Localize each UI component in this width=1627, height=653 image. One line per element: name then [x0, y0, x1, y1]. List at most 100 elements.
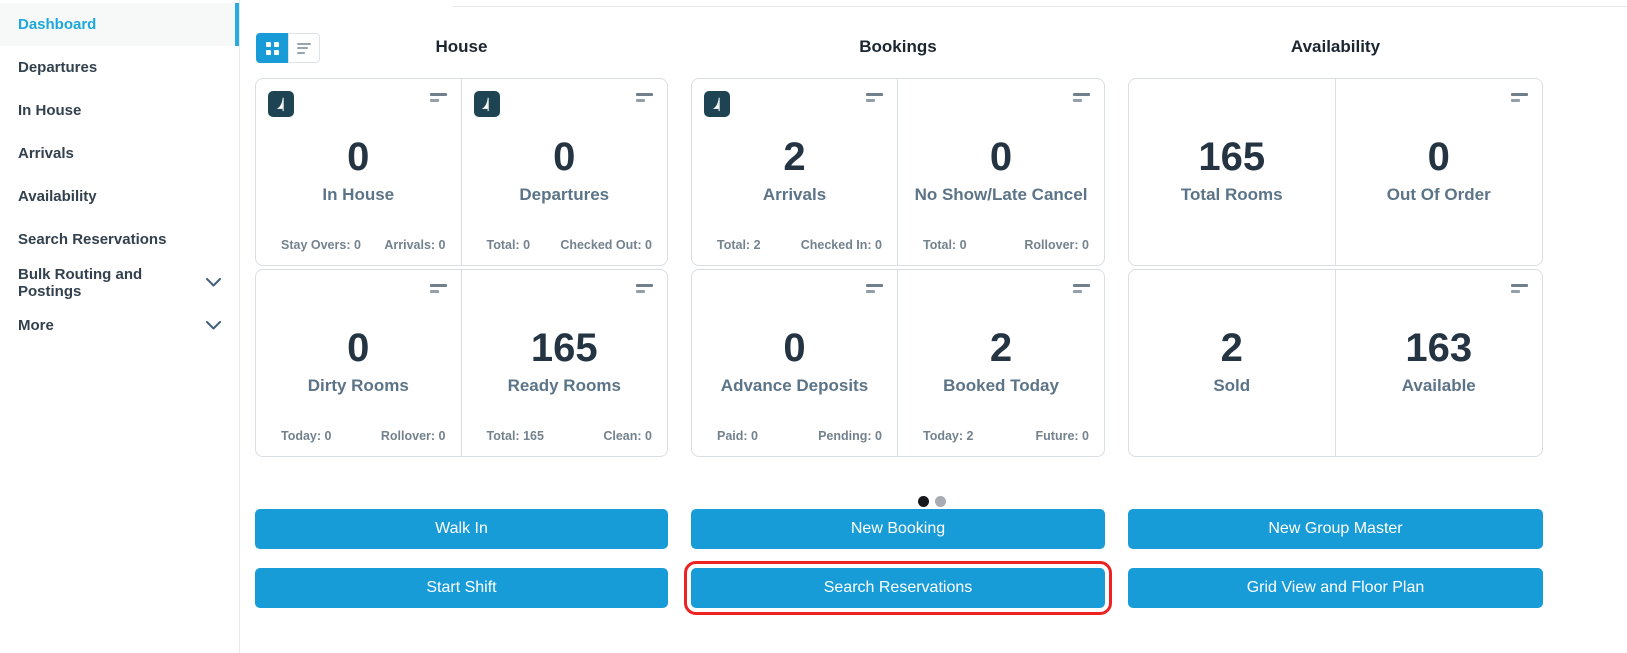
footer-stat-right: Rollover: 0	[380, 429, 446, 443]
sidebar-item-label: Search Reservations	[18, 231, 167, 248]
card-menu-icon[interactable]	[866, 284, 883, 293]
stat-label: Ready Rooms	[507, 375, 621, 395]
stat-value: 163	[1405, 325, 1473, 370]
sidebar-item-availability[interactable]: Availability	[0, 175, 239, 218]
grid-view-toggle[interactable]	[256, 33, 288, 63]
footer-stat-left: Today: 2	[923, 429, 974, 443]
brand-logo-icon	[473, 91, 500, 117]
card-arrivals[interactable]: 2 Arrivals Total: 2 Checked In: 0	[692, 79, 898, 265]
sidebar-item-more[interactable]: More	[0, 304, 239, 347]
card-stat: 0 No Show/Late Cancel	[915, 136, 1088, 205]
card-menu-icon[interactable]	[429, 93, 447, 102]
dashboard-grid: House 0 In House Stay Overs: 0 Arrivals: 0 0 D…	[255, 28, 1543, 615]
stat-value: 2	[783, 134, 806, 179]
stat-value: 0	[347, 134, 370, 179]
button-walk-in[interactable]: Walk In	[255, 509, 668, 549]
card-stat: 165 Ready Rooms	[508, 327, 621, 396]
footer-stat-left: Total: 0	[486, 238, 531, 252]
card-menu-icon[interactable]	[1511, 284, 1528, 293]
card-departures[interactable]: 0 Departures Total: 0 Checked Out: 0	[462, 79, 668, 265]
sidebar-item-in-house[interactable]: In House	[0, 89, 239, 132]
stat-label: Booked Today	[943, 375, 1059, 395]
card-menu-icon[interactable]	[1073, 93, 1090, 102]
card-stat: 165 Total Rooms	[1181, 136, 1283, 205]
card-menu-icon[interactable]	[1073, 284, 1090, 293]
stat-value: 0	[783, 325, 806, 370]
list-view-icon	[297, 40, 311, 56]
chevron-down-icon	[206, 321, 221, 330]
card-available[interactable]: 163 Available	[1336, 270, 1543, 456]
card-group-house-row-2: 0 Dirty Rooms Today: 0 Rollover: 0 165 Ready …	[255, 269, 668, 457]
card-stat: 0 Out Of Order	[1387, 136, 1491, 205]
stat-value: 2	[1220, 325, 1243, 370]
card-menu-icon[interactable]	[636, 284, 653, 293]
stat-label: Dirty Rooms	[307, 375, 409, 395]
carousel-dot[interactable]	[935, 496, 946, 507]
sidebar-item-label: More	[18, 317, 54, 334]
card-menu-icon[interactable]	[429, 284, 447, 293]
footer-stat-right: Clean: 0	[603, 429, 652, 443]
footer-stat-left: Total: 2	[717, 238, 761, 252]
card-footer: Stay Overs: 0 Arrivals: 0	[281, 238, 446, 252]
card-group-availability-row-2: 2 Sold 163 Available	[1128, 269, 1543, 457]
stat-value: 165	[530, 325, 598, 370]
footer-stat-right: Rollover: 0	[1024, 238, 1089, 252]
sidebar-item-label: Availability	[18, 188, 97, 205]
top-divider	[453, 6, 1627, 7]
brand-logo-icon	[268, 91, 294, 117]
card-sold[interactable]: 2 Sold	[1129, 270, 1336, 456]
view-toggle	[256, 33, 320, 63]
card-footer: Total: 2 Checked In: 0	[717, 238, 882, 252]
carousel-dot[interactable]	[918, 496, 929, 507]
card-advance-deposits[interactable]: 0 Advance Deposits Paid: 0 Pending: 0	[692, 270, 898, 456]
button-start-shift[interactable]: Start Shift	[255, 568, 668, 608]
card-no-show-late-cancel[interactable]: 0 No Show/Late Cancel Total: 0 Rollover: 0	[898, 79, 1104, 265]
section-title-bookings: Bookings	[859, 37, 937, 56]
card-menu-icon[interactable]	[866, 93, 883, 102]
sidebar-item-dashboard[interactable]: Dashboard	[0, 3, 239, 46]
sidebar-item-arrivals[interactable]: Arrivals	[0, 132, 239, 175]
card-menu-icon[interactable]	[636, 93, 653, 102]
card-footer: Total: 165 Clean: 0	[487, 429, 653, 443]
card-stat: 2 Sold	[1213, 327, 1250, 396]
footer-stat-right: Future: 0	[1035, 429, 1089, 443]
footer-stat-left: Paid: 0	[717, 429, 758, 443]
button-search-reservations[interactable]: Search Reservations	[684, 561, 1112, 615]
main-content: House 0 In House Stay Overs: 0 Arrivals: 0 0 D…	[240, 0, 1627, 653]
stat-label: Total Rooms	[1180, 184, 1283, 204]
card-out-of-order[interactable]: 0 Out Of Order	[1336, 79, 1543, 265]
card-stat: 2 Arrivals	[763, 136, 826, 205]
footer-stat-left: Today: 0	[281, 429, 332, 443]
stat-value: 2	[989, 325, 1013, 370]
card-dirty-rooms[interactable]: 0 Dirty Rooms Today: 0 Rollover: 0	[256, 270, 462, 456]
stat-label: Advance Deposits	[720, 375, 869, 395]
card-ready-rooms[interactable]: 165 Ready Rooms Total: 165 Clean: 0	[462, 270, 668, 456]
card-total-rooms[interactable]: 165 Total Rooms	[1129, 79, 1336, 265]
footer-stat-right: Arrivals: 0	[384, 238, 446, 252]
button-new-booking[interactable]: New Booking	[691, 509, 1105, 549]
button-new-group-master[interactable]: New Group Master	[1128, 509, 1543, 549]
footer-stat-right: Pending: 0	[818, 429, 882, 443]
card-group-house-row-1: 0 In House Stay Overs: 0 Arrivals: 0 0 Depart…	[255, 78, 668, 266]
stat-label: Arrivals	[762, 184, 827, 204]
card-group-bookings-row-2: 0 Advance Deposits Paid: 0 Pending: 0 2 Booke…	[691, 269, 1105, 457]
card-stat: 2 Booked Today	[943, 327, 1059, 396]
stat-label: In House	[322, 184, 395, 204]
button-grid-view-and-floor-plan[interactable]: Grid View and Floor Plan	[1128, 568, 1543, 608]
stat-value: 0	[553, 134, 576, 179]
card-in-house[interactable]: 0 In House Stay Overs: 0 Arrivals: 0	[256, 79, 462, 265]
card-menu-icon[interactable]	[1511, 93, 1528, 102]
sidebar-item-bulk-routing-and-postings[interactable]: Bulk Routing and Postings	[0, 261, 239, 304]
list-view-toggle[interactable]	[288, 33, 320, 63]
sidebar-item-search-reservations[interactable]: Search Reservations	[0, 218, 239, 261]
sidebar-item-label: In House	[18, 102, 82, 119]
stat-value: 0	[1427, 134, 1450, 179]
card-group-availability-row-1: 165 Total Rooms 0 Out Of Order	[1128, 78, 1543, 266]
stat-label: No Show/Late Cancel	[914, 184, 1088, 204]
sidebar-item-departures[interactable]: Departures	[0, 46, 239, 89]
card-footer: Total: 0 Checked Out: 0	[487, 238, 653, 252]
card-booked-today[interactable]: 2 Booked Today Today: 2 Future: 0	[898, 270, 1104, 456]
sidebar: Dashboard Departures In House Arrivals Avail…	[0, 0, 240, 653]
card-footer: Total: 0 Rollover: 0	[923, 238, 1089, 252]
